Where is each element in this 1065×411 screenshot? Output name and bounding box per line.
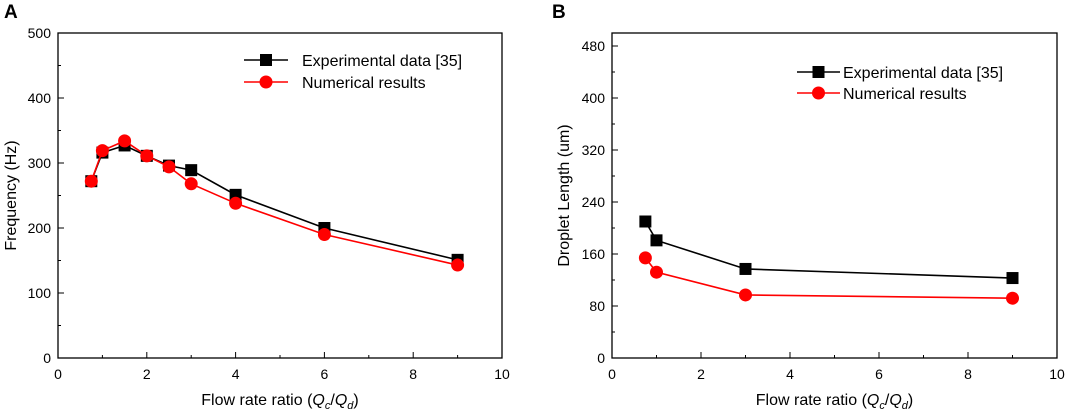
panel-b-x-tick-label: 6 — [875, 366, 883, 382]
panel-b-x-axis-label: Flow rate ratio (Qc/Qd) — [756, 392, 913, 411]
panel-b-y-tick-label: 80 — [589, 298, 605, 314]
panel-a-numerical-point — [95, 144, 109, 158]
panel-a-numerical-point — [118, 134, 132, 148]
panel-b-letter: B — [552, 2, 566, 23]
panel-b-y-axis-label: Droplet Length (um) — [556, 124, 573, 266]
panel-b-experimental-line — [644, 221, 1013, 279]
panel-a-y-tick-label: 200 — [28, 220, 52, 236]
panel-a-x-tick-label: 6 — [321, 366, 329, 382]
panel-a-numerical-point — [229, 196, 243, 210]
panel-b-numerical-point — [650, 265, 663, 279]
panel-a-numerical-point — [451, 258, 465, 272]
panel-b-chart: B 0 2 4 6 8 10 0 80 160 240 320 400 480 Flow rate rati… — [552, 2, 1065, 411]
panel-a-legend-numerical-marker — [259, 75, 273, 89]
panel-a-numerical-point — [162, 160, 176, 174]
panel-b-y-tick-label: 0 — [597, 350, 605, 366]
panel-b-y-tick-label: 240 — [582, 194, 606, 210]
panel-b-x-tick-label: 10 — [1049, 366, 1065, 382]
panel-b-experimental-point — [650, 234, 663, 247]
panel-b-x-tick-label: 0 — [608, 366, 616, 382]
panel-a-x-tick-label: 8 — [409, 366, 417, 382]
panel-b-y-tick-label: 160 — [582, 246, 606, 262]
panel-a-numerical-point — [140, 149, 154, 163]
panel-a-letter: A — [4, 2, 18, 23]
panel-a-numerical-point — [317, 228, 331, 241]
panel-b-experimental-point — [1006, 272, 1019, 285]
panel-a-y-tick-label: 300 — [28, 155, 52, 171]
panel-b-legend-numerical-label: Numerical results — [843, 86, 967, 103]
panel-b-legend-experimental-marker — [812, 66, 825, 78]
panel-b-x-tick-label: 4 — [786, 366, 794, 382]
panel-a-experimental-line — [90, 144, 458, 261]
panel-b-y-tick-label: 480 — [582, 38, 606, 54]
panel-b-experimental-point — [639, 215, 652, 228]
panel-b-numerical-line — [644, 257, 1013, 299]
panel-b-y-tick-label: 320 — [582, 142, 606, 158]
panel-a-x-tick-label: 2 — [143, 366, 151, 382]
panel-b-numerical-point — [638, 251, 652, 265]
panel-b-legend-numerical-marker — [812, 86, 825, 100]
panel-a-numerical-point — [84, 174, 98, 188]
panel-a-y-tick-label: 100 — [28, 285, 52, 301]
panel-a-y-tick-label: 400 — [28, 90, 52, 106]
panel-a-x-tick-label: 4 — [232, 366, 240, 382]
panel-a-legend-experimental-marker — [260, 54, 272, 66]
panel-a-y-tick-label: 0 — [43, 350, 51, 366]
panel-b-experimental-point — [739, 262, 752, 275]
panel-a-experimental-point — [185, 164, 198, 177]
panel-a-legend-experimental-label: Experimental data [35] — [302, 53, 462, 70]
panel-b-numerical-point — [1006, 291, 1019, 305]
panel-b-legend-experimental-label: Experimental data [35] — [843, 65, 1003, 82]
panel-a-y-tick-label: 500 — [28, 25, 52, 41]
panel-a-legend-numerical-label: Numerical results — [302, 75, 426, 92]
panel-b-y-tick-label: 400 — [582, 90, 606, 106]
panel-a-numerical-point — [184, 177, 198, 191]
panel-a-y-axis-label: Frequency (Hz) — [3, 140, 20, 250]
panel-b-x-tick-label: 2 — [697, 366, 705, 382]
panel-a-x-axis-label: Flow rate ratio (Qc/Qd) — [201, 392, 358, 411]
panel-b-x-tick-label: 8 — [964, 366, 972, 382]
panel-a-x-tick-label: 10 — [494, 366, 510, 382]
panel-b-numerical-point — [739, 288, 752, 302]
panel-a-x-tick-label: 0 — [54, 366, 62, 382]
